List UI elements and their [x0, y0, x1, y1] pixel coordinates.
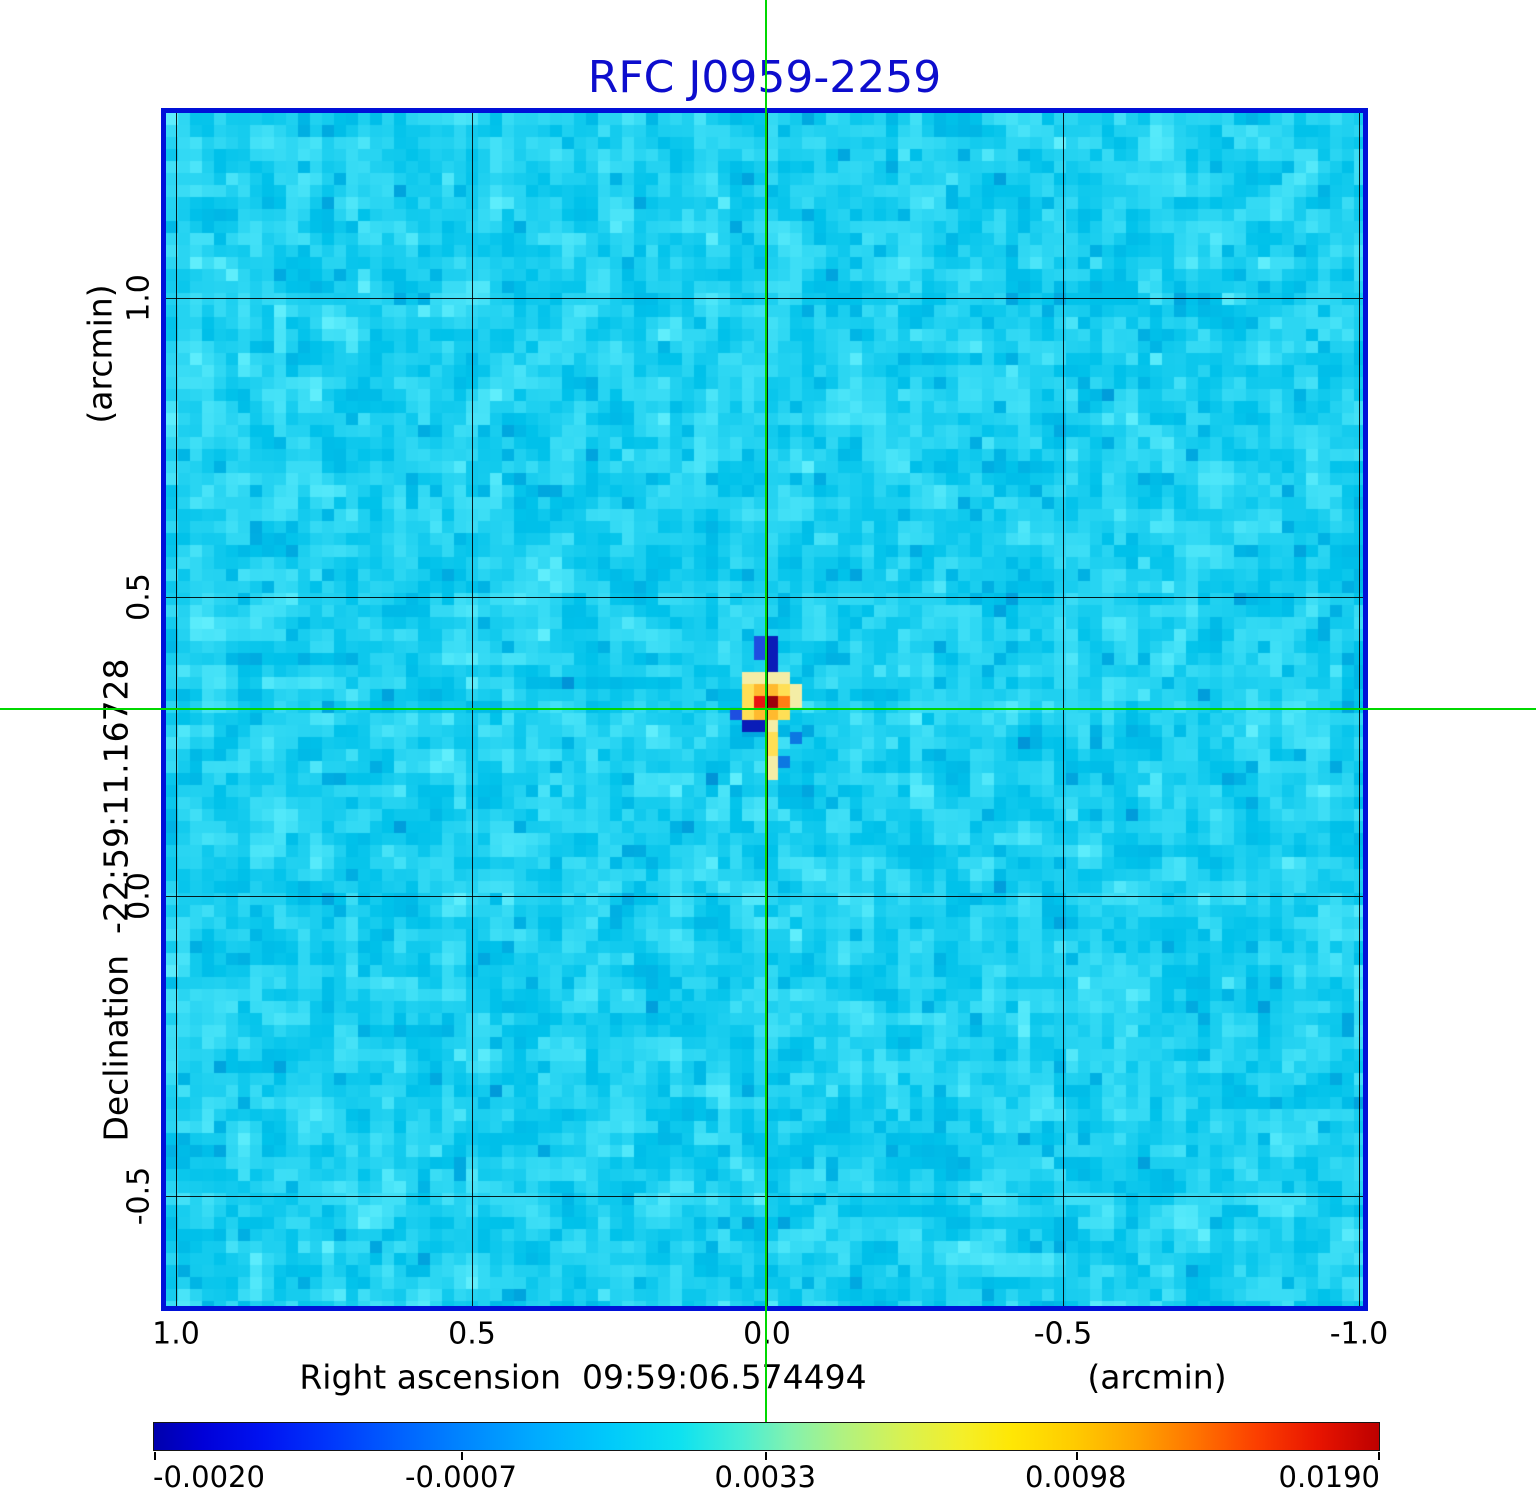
gridline-horizontal [166, 597, 1363, 598]
colorbar-tick-label: 0.0033 [714, 1460, 817, 1494]
x-tick-label: -1.0 [1329, 1316, 1389, 1352]
y-tick-label: -0.5 [121, 1166, 157, 1226]
colorbar-tick [765, 1452, 767, 1460]
crosshair-vertical-line [765, 0, 767, 1422]
colorbar-tick [1378, 1452, 1380, 1460]
x-axis-title: Right ascension 09:59:06.574494 [299, 1357, 867, 1397]
crosshair-horizontal-line [0, 708, 1536, 710]
gridline-horizontal [166, 896, 1363, 897]
colorbar-tick [1076, 1452, 1078, 1460]
figure-title: RFC J0959-2259 [587, 52, 942, 103]
x-tick-label: 0.0 [743, 1316, 791, 1352]
gridline-horizontal [166, 1196, 1363, 1197]
x-tick-label: -0.5 [1033, 1316, 1093, 1352]
colorbar-tick-label: -0.0020 [153, 1460, 265, 1494]
colorbar-tick-label: 0.0098 [1024, 1460, 1127, 1494]
colorbar-tick-label: -0.0007 [405, 1460, 517, 1494]
colorbar-tick-label: 0.0190 [1278, 1460, 1380, 1494]
y-axis-unit-label: (arcmin) [80, 284, 120, 424]
x-tick-label: 1.0 [152, 1316, 200, 1352]
colorbar [153, 1422, 1380, 1460]
x-axis-unit-label: (arcmin) [1087, 1357, 1227, 1397]
y-tick-label: 0.5 [121, 573, 157, 621]
colorbar-tick [154, 1452, 156, 1460]
colorbar-tick [461, 1452, 463, 1460]
colorbar-labels: -0.0020 -0.0007 0.0033 0.0098 0.0190 [153, 1460, 1380, 1494]
y-tick-label: 0.0 [121, 872, 157, 920]
gridline-horizontal [166, 298, 1363, 299]
y-tick-label: 1.0 [121, 274, 157, 322]
x-tick-label: 0.5 [448, 1316, 496, 1352]
